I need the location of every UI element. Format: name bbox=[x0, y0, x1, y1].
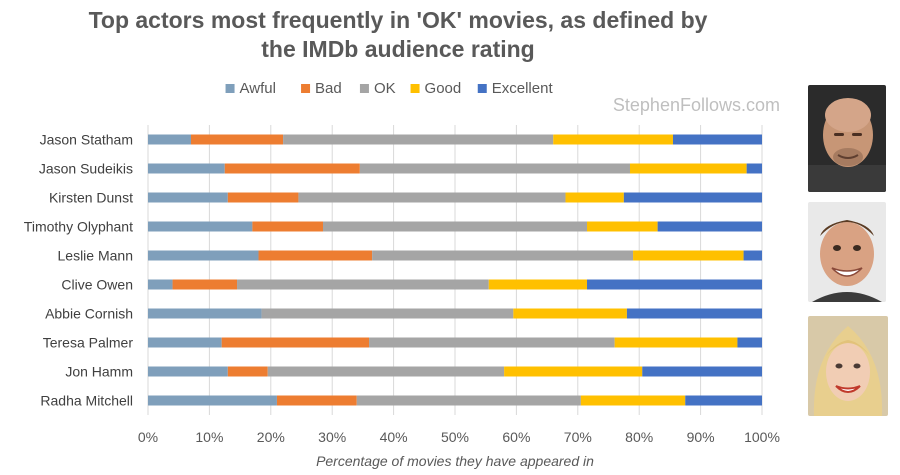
bar-abbie-cornish-good bbox=[513, 308, 627, 319]
bar-radha-mitchell-awful bbox=[148, 395, 277, 406]
bar-radha-mitchell-ok bbox=[356, 395, 581, 406]
bar-timothy-olyphant-ok bbox=[322, 221, 588, 232]
category-label-jon-hamm: Jon Hamm bbox=[65, 364, 133, 380]
portrait-bald-man-icon bbox=[808, 85, 886, 192]
x-tick-label: 50% bbox=[441, 429, 469, 445]
category-label-clive-owen: Clive Owen bbox=[61, 277, 133, 293]
legend-label-good: Good bbox=[425, 80, 462, 97]
legend-swatch-awful bbox=[225, 84, 235, 93]
legend: Awful Bad OK Good Excellent bbox=[225, 80, 554, 97]
category-label-kirsten-dunst: Kirsten Dunst bbox=[49, 190, 133, 206]
x-tick-label: 40% bbox=[380, 429, 408, 445]
bar-jon-hamm-bad bbox=[227, 366, 268, 377]
bar-teresa-palmer-ok bbox=[369, 337, 615, 348]
bar-kirsten-dunst-ok bbox=[298, 192, 566, 203]
bar-radha-mitchell-good bbox=[580, 395, 686, 406]
category-label-teresa-palmer: Teresa Palmer bbox=[43, 335, 134, 351]
bar-leslie-mann-good bbox=[633, 250, 744, 261]
bar-radha-mitchell-bad bbox=[276, 395, 357, 406]
watermark: StephenFollows.com bbox=[613, 95, 780, 115]
x-tick-label: 70% bbox=[564, 429, 592, 445]
bar-teresa-palmer-good bbox=[614, 337, 738, 348]
photo-kirsten-dunst bbox=[808, 316, 888, 416]
portrait-blonde-woman-icon bbox=[808, 316, 888, 416]
x-tick-label: 100% bbox=[744, 429, 780, 445]
x-tick-label: 60% bbox=[502, 429, 530, 445]
bar-jason-statham-awful bbox=[148, 134, 191, 145]
photo-jason-statham bbox=[808, 85, 886, 192]
bar-abbie-cornish-excellent bbox=[626, 308, 762, 319]
bar-teresa-palmer-excellent bbox=[737, 337, 762, 348]
bar-leslie-mann-bad bbox=[258, 250, 373, 261]
chart-title-line-1: Top actors most frequently in 'OK' movie… bbox=[89, 7, 708, 33]
x-tick-label: 20% bbox=[257, 429, 285, 445]
legend-label-awful: Awful bbox=[240, 80, 276, 97]
bar-jason-statham-good bbox=[553, 134, 673, 145]
bar-clive-owen-ok bbox=[237, 279, 489, 290]
bar-jason-sudeikis-good bbox=[629, 163, 747, 174]
bar-jason-statham-excellent bbox=[672, 134, 762, 145]
bar-clive-owen-bad bbox=[172, 279, 238, 290]
legend-swatch-good bbox=[410, 84, 420, 93]
category-label-timothy-olyphant: Timothy Olyphant bbox=[24, 219, 133, 235]
x-tick-label: 90% bbox=[687, 429, 715, 445]
bar-leslie-mann-excellent bbox=[743, 250, 762, 261]
category-label-abbie-cornish: Abbie Cornish bbox=[45, 306, 133, 322]
category-label-leslie-mann: Leslie Mann bbox=[58, 248, 134, 264]
category-label-radha-mitchell: Radha Mitchell bbox=[40, 393, 133, 409]
x-tick-label: 30% bbox=[318, 429, 346, 445]
bar-radha-mitchell-excellent bbox=[685, 395, 762, 406]
bar-jason-statham-bad bbox=[190, 134, 284, 145]
legend-swatch-ok bbox=[359, 84, 369, 93]
bar-teresa-palmer-awful bbox=[148, 337, 222, 348]
x-tick-labels: 0% 10% 20% 30% 40% 50% 60% 70% 80% 90% 100% bbox=[138, 429, 780, 445]
bar-jon-hamm-good bbox=[504, 366, 643, 377]
bar-teresa-palmer-bad bbox=[221, 337, 370, 348]
bar-jason-statham-ok bbox=[283, 134, 554, 145]
bar-abbie-cornish-awful bbox=[148, 308, 262, 319]
x-tick-label: 10% bbox=[195, 429, 223, 445]
bar-jason-sudeikis-ok bbox=[359, 163, 630, 174]
x-axis-label: Percentage of movies they have appeared … bbox=[316, 453, 594, 469]
portrait-smiling-man-icon bbox=[808, 202, 886, 302]
bar-jon-hamm-excellent bbox=[642, 366, 762, 377]
bar-kirsten-dunst-good bbox=[565, 192, 624, 203]
bar-leslie-mann-ok bbox=[372, 250, 634, 261]
bar-timothy-olyphant-awful bbox=[148, 221, 253, 232]
photo-jason-sudeikis bbox=[808, 202, 886, 302]
bar-kirsten-dunst-excellent bbox=[623, 192, 762, 203]
bar-jason-sudeikis-bad bbox=[224, 163, 360, 174]
bar-jason-sudeikis-awful bbox=[148, 163, 225, 174]
category-labels: Jason Statham Jason Sudeikis Kirsten Dunst… bbox=[24, 132, 134, 409]
legend-label-excellent: Excellent bbox=[492, 80, 554, 97]
bar-timothy-olyphant-good bbox=[587, 221, 658, 232]
category-label-jason-sudeikis: Jason Sudeikis bbox=[39, 161, 133, 177]
chart-title-line-2: the IMDb audience rating bbox=[261, 36, 534, 62]
legend-swatch-bad bbox=[301, 84, 311, 93]
legend-label-ok: OK bbox=[374, 80, 396, 97]
bar-jason-sudeikis-excellent bbox=[746, 163, 762, 174]
bar-clive-owen-excellent bbox=[587, 279, 762, 290]
bar-kirsten-dunst-bad bbox=[227, 192, 299, 203]
bar-abbie-cornish-ok bbox=[261, 308, 514, 319]
bar-clive-owen-good bbox=[488, 279, 588, 290]
bars bbox=[148, 134, 762, 406]
bar-jon-hamm-ok bbox=[267, 366, 505, 377]
bar-jon-hamm-awful bbox=[148, 366, 228, 377]
legend-swatch-excellent bbox=[477, 84, 487, 93]
category-label-jason-statham: Jason Statham bbox=[40, 132, 133, 148]
x-tick-label: 80% bbox=[625, 429, 653, 445]
x-tick-label: 0% bbox=[138, 429, 158, 445]
bar-timothy-olyphant-bad bbox=[252, 221, 323, 232]
bar-leslie-mann-awful bbox=[148, 250, 259, 261]
bar-timothy-olyphant-excellent bbox=[657, 221, 762, 232]
bar-clive-owen-awful bbox=[148, 279, 173, 290]
legend-label-bad: Bad bbox=[315, 80, 342, 97]
bar-kirsten-dunst-awful bbox=[148, 192, 228, 203]
